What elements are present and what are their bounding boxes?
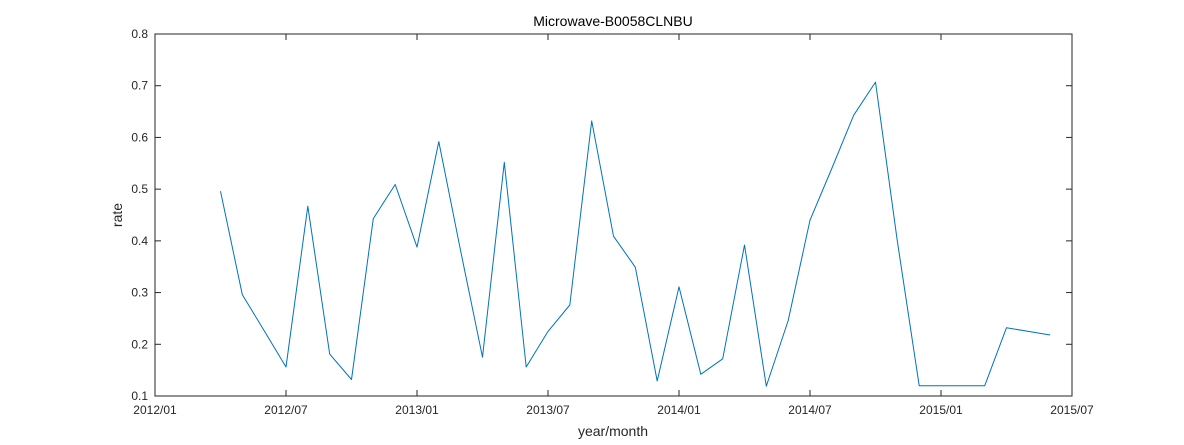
y-tick-label: 0.4 [131,234,148,248]
y-axis-label: rate [109,203,125,227]
x-tick-label: 2013/07 [526,403,570,417]
y-tick-label: 0.2 [131,337,148,351]
plot-area-background [155,34,1072,396]
y-tick-label: 0.7 [131,79,148,93]
tick-labels: 2012/01 2012/07 2013/01 2013/07 2014/01 2014/… [131,27,1094,417]
x-tick-label: 2012/07 [264,403,308,417]
x-tick-label: 2012/01 [133,403,177,417]
x-tick-label: 2014/01 [657,403,701,417]
x-tick-label: 2015/01 [919,403,963,417]
series-line [220,81,1051,387]
y-tick-label: 0.5 [131,182,148,196]
x-tick-label: 2015/07 [1050,403,1094,417]
y-tick-label: 0.8 [131,27,148,41]
plot-frame [154,33,1073,397]
x-tick-label: 2013/01 [395,403,439,417]
x-axis-label: year/month [578,423,648,439]
y-tick-label: 0.3 [131,286,148,300]
chart-title: Microwave-B0058CLNBU [533,13,693,29]
y-tick-label: 0.1 [131,389,148,403]
x-tick-label: 2014/07 [788,403,832,417]
y-tick-label: 0.6 [131,130,148,144]
